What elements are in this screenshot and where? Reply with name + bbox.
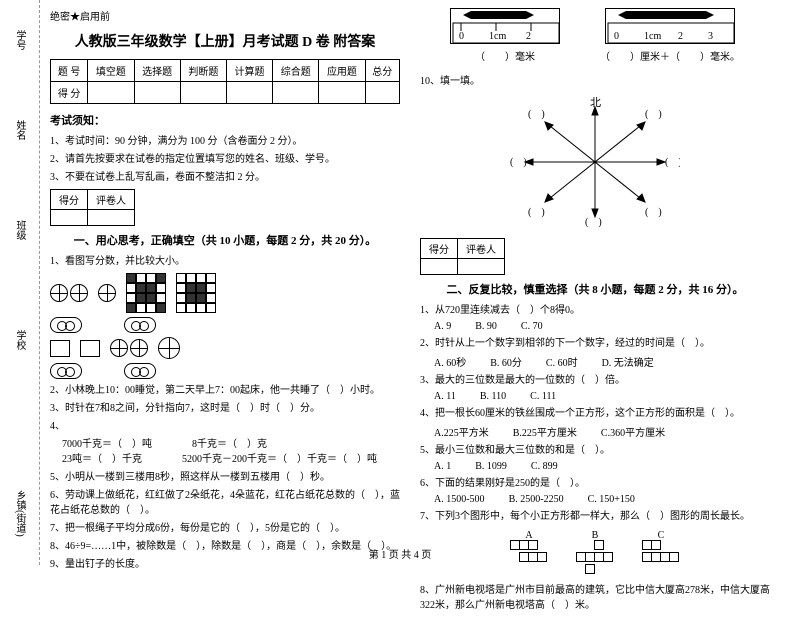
- th: 应用题: [319, 60, 365, 82]
- bind-label: 学号: [12, 30, 27, 50]
- q2: 2、小林晚上10：00睡觉，第二天早上7：00起床，他一共睡了（ ）小时。: [50, 383, 400, 398]
- ruler-figures: 0 1cm 2 （ ）毫米 01cm 23 （ ）厘米＋（ ）毫米。: [420, 8, 770, 68]
- th: 判断题: [180, 60, 226, 82]
- svg-text:1cm: 1cm: [644, 31, 661, 42]
- notice-item: 2、请首先按要求在试卷的指定位置填写您的姓名、班级、学号。: [50, 150, 400, 165]
- svg-text:1cm: 1cm: [489, 31, 506, 42]
- compare-icon: [124, 363, 156, 379]
- secret-label: 绝密★启用前: [50, 8, 400, 23]
- q7: 7、把一根绳子平均分成6份，每份是它的（ ），5份是它的（ ）。: [50, 521, 400, 536]
- notice-head: 考试须知：: [50, 112, 400, 128]
- svg-text:( ): ( ): [585, 217, 602, 227]
- bind-label: 班级: [12, 220, 27, 240]
- svg-text:0: 0: [459, 31, 464, 42]
- binding-margin: 学号 姓名 班级 学校 乡镇(街道): [0, 0, 40, 565]
- q10: 10、填一填。: [420, 74, 770, 89]
- right-column: 0 1cm 2 （ ）毫米 01cm 23 （ ）厘米＋（ ）毫米。: [410, 0, 780, 624]
- svg-text:2: 2: [526, 31, 531, 42]
- q4: 4、: [50, 419, 400, 434]
- svg-text:( ): ( ): [645, 207, 662, 218]
- compare-icon: [124, 317, 156, 333]
- svg-text:( ): ( ): [510, 157, 527, 168]
- grid-icon: [176, 273, 216, 313]
- ruler-icon: 0 1cm 2 3: [605, 8, 735, 44]
- page-footer: 第 1 页 共 4 页: [0, 546, 800, 561]
- th: 选择题: [134, 60, 180, 82]
- svg-text:2: 2: [678, 31, 683, 42]
- th: 总分: [365, 60, 399, 82]
- svg-text:( ): ( ): [528, 109, 545, 120]
- td: 得 分: [51, 82, 88, 104]
- score-mini: 得分评卷人: [50, 189, 135, 226]
- th: 计算题: [226, 60, 272, 82]
- th: 填空题: [88, 60, 134, 82]
- part1-title: 一、用心思考，正确填空（共 10 小题，每题 2 分，共 20 分）。: [50, 232, 400, 248]
- svg-text:( ): ( ): [665, 157, 680, 168]
- part2-title: 二、反复比较，慎重选择（共 8 小题，每题 2 分，共 16 分）。: [420, 281, 770, 297]
- svg-text:( ): ( ): [528, 207, 545, 218]
- bind-label: 乡镇(街道): [12, 490, 27, 537]
- svg-text:( ): ( ): [645, 109, 662, 120]
- bind-label: 姓名: [12, 120, 27, 140]
- q3: 3、时针在7和8之间，分针指向7，这时是（ ）时（ ）分。: [50, 401, 400, 416]
- grid-icon: [126, 273, 166, 313]
- compare-icon: [50, 317, 82, 333]
- shape-row-2: [50, 337, 400, 359]
- compass-north-label: 北: [590, 97, 601, 109]
- q1: 1、看图写分数，并比较大小。: [50, 254, 400, 269]
- score-mini-2: 得分评卷人: [420, 238, 505, 275]
- compass-figure: 北 ( ) ( ) ( ) ( ) ( ) ( ) ( ): [420, 97, 770, 230]
- svg-text:3: 3: [708, 31, 713, 42]
- th: 综合题: [273, 60, 319, 82]
- q5: 5、小明从一楼到三楼用8秒，照这样从一楼到五楼用（ ）秒。: [50, 470, 400, 485]
- left-column: 绝密★启用前 人教版三年级数学【上册】月考试题 D 卷 附答案 题 号 填空题 …: [40, 0, 410, 624]
- svg-text:0: 0: [614, 31, 619, 42]
- exam-title: 人教版三年级数学【上册】月考试题 D 卷 附答案: [50, 31, 400, 51]
- score-table: 题 号 填空题 选择题 判断题 计算题 综合题 应用题 总分 得 分: [50, 59, 400, 104]
- shape-row-1: [50, 273, 400, 313]
- bind-label: 学校: [12, 330, 27, 350]
- q6: 6、劳动课上做纸花，红红做了2朵纸花，4朵蓝花，红花占纸花总数的（ ），蓝花占纸…: [50, 488, 400, 518]
- notice-item: 1、考试时间：90 分钟，满分为 100 分（含卷面分 2 分）。: [50, 132, 400, 147]
- th: 题 号: [51, 60, 88, 82]
- compare-icon: [50, 363, 82, 379]
- notice-item: 3、不要在试卷上乱写乱画，卷面不整洁扣 2 分。: [50, 168, 400, 183]
- ruler-icon: 0 1cm 2: [450, 8, 560, 44]
- notice-list: 1、考试时间：90 分钟，满分为 100 分（含卷面分 2 分）。 2、请首先按…: [50, 132, 400, 183]
